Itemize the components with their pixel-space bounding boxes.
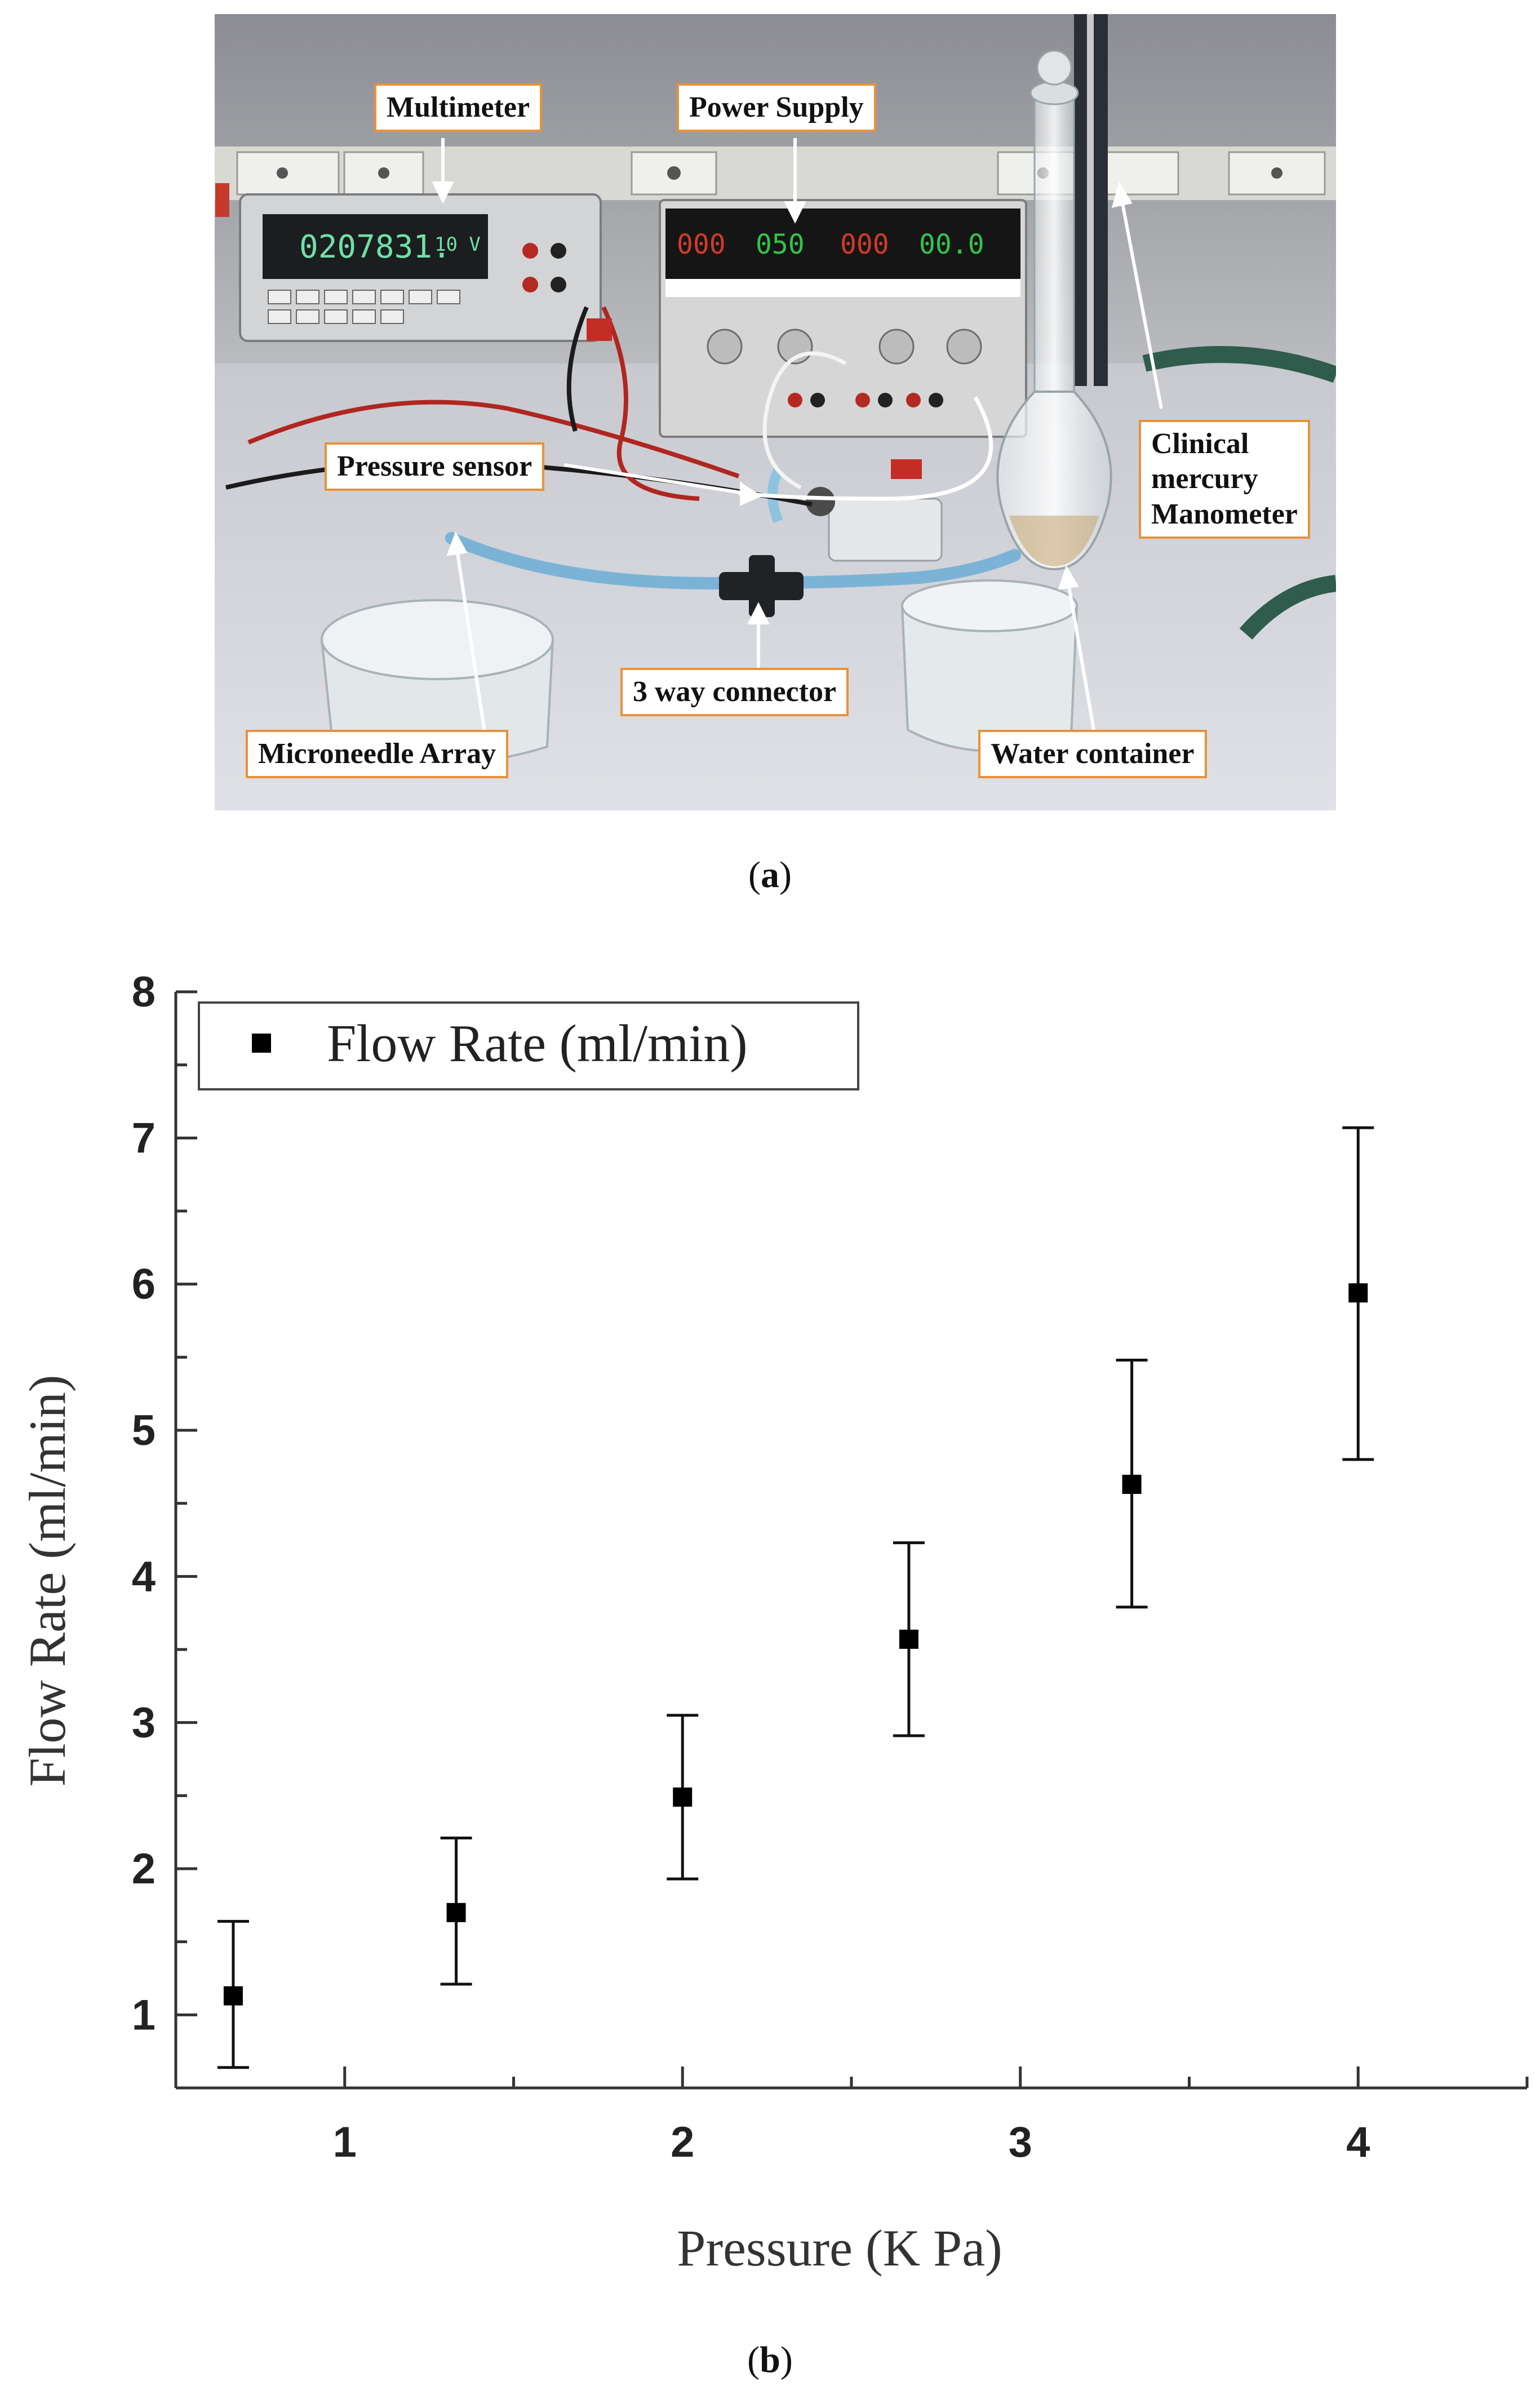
caption-b-letter: b xyxy=(760,2339,780,2380)
data-point xyxy=(1348,1283,1368,1303)
label-manometer-line3: Manometer xyxy=(1151,498,1298,530)
y-tick-label: 2 xyxy=(132,1845,156,1893)
multimeter-reading: 0207831. xyxy=(299,229,451,265)
y-tick-label: 7 xyxy=(132,1114,156,1162)
data-point xyxy=(223,1986,243,2006)
svg-text:000: 000 xyxy=(840,229,889,260)
label-water-container: Water container xyxy=(978,730,1207,779)
label-3-way-connector: 3 way connector xyxy=(620,668,849,717)
flow-rate-chart: 1 2 3 4 5 6 7 8 1 2 3 4 Flow Rate (ml/min) Pressure… xyxy=(19,968,1529,2277)
svg-text:000: 000 xyxy=(677,229,726,260)
data-point xyxy=(673,1787,693,1807)
caption-b: (b) xyxy=(747,2339,793,2380)
y-tick-label: 8 xyxy=(132,968,156,1016)
x-tick-label: 4 xyxy=(1346,2118,1370,2166)
multimeter-range: 10 V xyxy=(434,233,481,256)
svg-text:00.0: 00.0 xyxy=(919,229,984,260)
label-pressure-sensor: Pressure sensor xyxy=(325,442,545,491)
legend: Flow Rate (ml/min) xyxy=(198,1001,859,1090)
data-point xyxy=(1122,1474,1142,1494)
x-tick-label: 3 xyxy=(1009,2118,1032,2166)
caption-a-letter: a xyxy=(761,854,779,895)
x-tick-label: 2 xyxy=(671,2118,694,2166)
label-manometer-line1: Clinical xyxy=(1151,428,1249,460)
svg-text:050: 050 xyxy=(756,229,805,260)
legend-marker xyxy=(252,1034,271,1053)
label-manometer-line2: mercury xyxy=(1151,463,1258,495)
x-axis-label: Pressure (K Pa) xyxy=(677,2219,1002,2277)
data-point xyxy=(899,1629,918,1649)
y-tick-label: 1 xyxy=(132,1991,156,2039)
data-point xyxy=(446,1903,466,1922)
setup-photo: 0207831. 10 V 000 050 000 00.0 xyxy=(215,14,1336,810)
label-manometer: Clinical mercury Manometer xyxy=(1139,420,1310,539)
caption-a: (a) xyxy=(748,854,792,895)
y-tick-label: 6 xyxy=(132,1261,156,1309)
y-tick-label: 4 xyxy=(132,1553,156,1600)
label-microneedle-array: Microneedle Array xyxy=(246,730,509,779)
legend-label: Flow Rate (ml/min) xyxy=(327,1014,748,1073)
label-power-supply: Power Supply xyxy=(677,83,876,132)
y-tick-label: 5 xyxy=(132,1407,156,1455)
y-axis-label: Flow Rate (ml/min) xyxy=(19,1375,76,1787)
x-tick-label: 1 xyxy=(333,2118,357,2166)
label-multimeter: Multimeter xyxy=(374,83,543,132)
y-tick-label: 3 xyxy=(132,1699,156,1747)
